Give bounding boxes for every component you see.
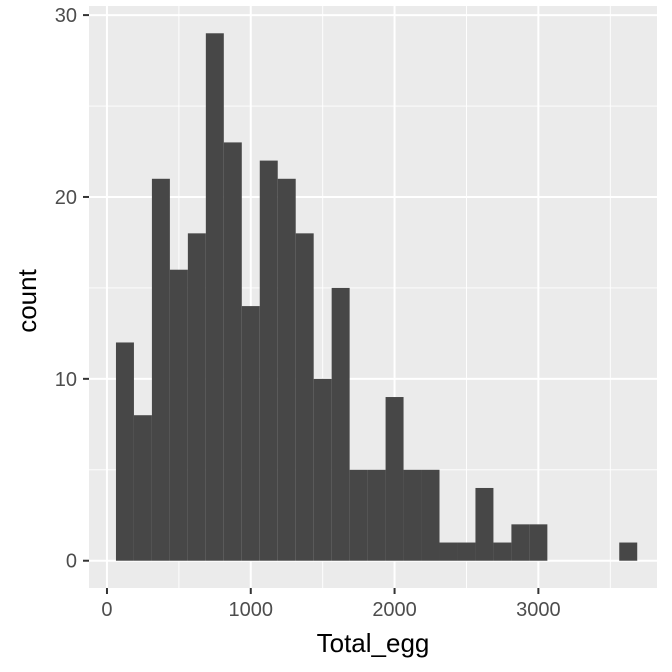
histogram-bar [619,542,638,561]
x-tick-label: 3000 [516,599,561,621]
histogram-bar [241,306,260,561]
histogram-bar [439,542,458,561]
histogram-bar [511,524,530,561]
histogram-bar [151,178,170,561]
histogram-bar [295,233,314,561]
y-axis-title: count [12,268,42,332]
histogram-bar [187,233,206,561]
histogram-bar [493,542,512,561]
histogram-bar [367,469,386,561]
y-axis: 0 10 20 30 [55,5,89,573]
histogram-bar [331,287,350,561]
histogram-bar [133,415,152,561]
y-tick-label: 30 [55,5,77,27]
histogram-bar [115,342,134,561]
histogram-bar [223,142,242,561]
histogram-bar [385,397,404,561]
histogram-bar [349,469,368,561]
x-tick-label: 0 [101,599,112,621]
histogram-bar [169,269,188,561]
histogram-bar [475,487,494,561]
x-tick-label: 1000 [229,599,274,621]
histogram-bar [313,378,332,561]
x-axis: 0 1000 2000 3000 [101,588,561,621]
histogram-bars [115,33,638,561]
histogram-bar [529,524,548,561]
y-tick-label: 10 [55,369,77,391]
y-tick-label: 20 [55,187,77,209]
x-axis-title: Total_egg [317,628,430,658]
histogram-bar [403,469,422,561]
histogram-bar [421,469,440,561]
x-tick-label: 2000 [372,599,417,621]
y-tick-label: 0 [66,551,77,573]
histogram-bar [277,178,296,561]
minor-gridlines [89,6,657,588]
histogram-bar [457,542,476,561]
histogram-bar [205,33,224,561]
histogram-bar [259,160,278,561]
